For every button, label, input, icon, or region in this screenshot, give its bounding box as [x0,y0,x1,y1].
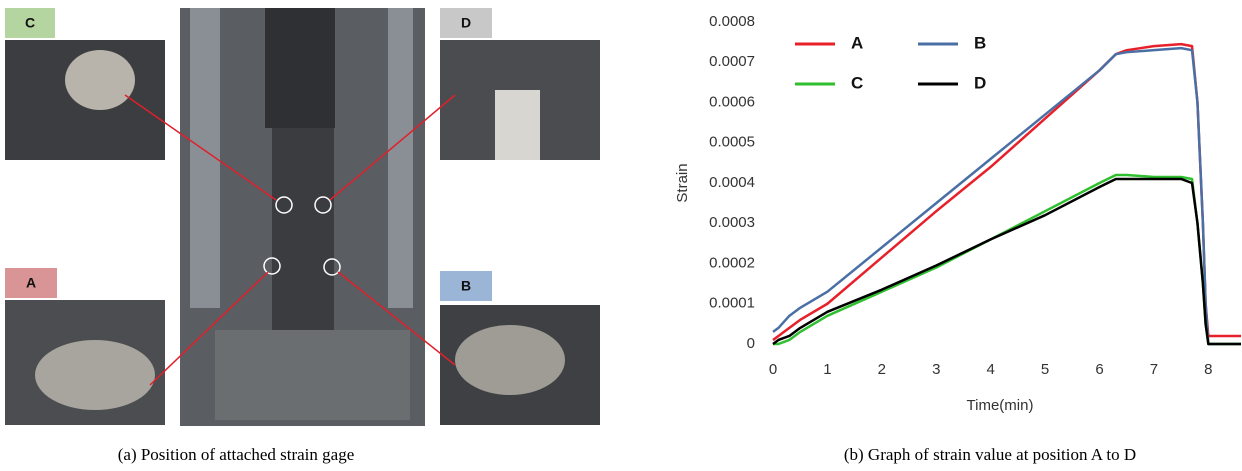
column [388,8,413,308]
gauge-marker [314,196,332,214]
y-tick-label: 0.0008 [709,13,755,30]
y-tick-label: 0.0001 [709,295,755,312]
gauge-marker [263,257,281,275]
pointer-line [337,271,456,366]
x-tick-label: 7 [1150,361,1158,378]
caption: (a) Position of attached strain gage [118,445,355,464]
legend-label: A [851,33,863,52]
gauge-marker [323,258,341,276]
x-tick-label: 6 [1095,361,1103,378]
photo-label: D [461,15,471,31]
y-tick-label: 0.0004 [709,174,755,191]
x-tick-label: 0 [769,361,777,378]
y-tick-label: 0.0006 [709,93,755,110]
base [215,330,410,420]
label-tab [5,268,57,298]
series-line [772,46,1241,346]
gauge-area [65,50,135,110]
x-tick-label: 4 [987,361,995,378]
x-tick-label: 3 [932,361,940,378]
pointer-line [124,94,277,201]
x-tick-label: 2 [878,361,886,378]
legend-label: C [851,73,863,92]
y-tick-label: 0.0003 [709,214,755,231]
photo-label: C [25,15,35,31]
y-tick-label: 0 [747,335,755,352]
gauge-marker [275,196,293,214]
label-tab [5,8,55,38]
y-axis-label: Strain [674,163,691,202]
caption: (b) Graph of strain value at position A … [844,445,1136,464]
y-tick-label: 0.0005 [709,134,755,151]
series-line [773,173,1241,346]
gauge-area [35,340,155,410]
label-plate [495,90,540,160]
pointer-line [149,271,269,386]
pointer-line [329,94,456,201]
label-tab [440,271,492,301]
y-tick-label: 0.0007 [709,53,755,70]
series-line [772,42,1241,341]
actuator [265,8,335,128]
y-tick-label: 0.0002 [709,254,755,271]
x-axis-label: Time(min) [967,397,1034,414]
photo-label: B [461,278,471,294]
x-tick-label: 5 [1041,361,1049,378]
x-tick-label: 1 [823,361,831,378]
x-tick-label: 8 [1204,361,1212,378]
legend-label: B [974,33,986,52]
label-tab [440,8,492,38]
specimen [272,128,334,338]
legend-label: D [974,73,986,92]
photo-label: A [26,275,36,291]
gauge-area [455,325,565,395]
series-line [772,177,1241,346]
